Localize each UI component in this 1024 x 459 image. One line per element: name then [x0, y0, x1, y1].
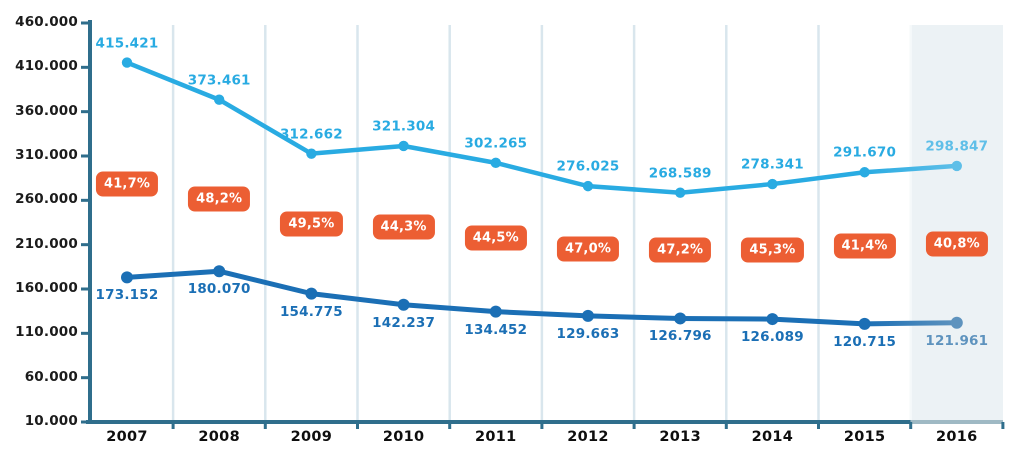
lower-series-dark-blue-line-final-faded-segment [862, 320, 960, 327]
upper-series-light-blue-marker [767, 178, 778, 190]
lower-series-dark-blue-marker [674, 312, 687, 325]
upper-series-light-blue-line [124, 60, 867, 195]
upper-series-light-blue-marker [306, 148, 317, 159]
upper-series-light-blue-marker [121, 57, 133, 68]
upper-series-light-blue-marker [951, 160, 962, 172]
lower-series-dark-blue-marker [397, 298, 410, 311]
upper-series-light-blue-line-final-faded-segment [862, 163, 960, 175]
upper-series-light-blue-marker [214, 94, 225, 105]
upper-series-light-blue-marker [859, 167, 870, 178]
lower-series-dark-blue-marker [121, 271, 133, 284]
upper-series-light-blue-marker [490, 157, 501, 169]
upper-series-light-blue-marker [398, 140, 409, 152]
lower-series-dark-blue-marker [766, 313, 779, 326]
upper-series-light-blue-marker [675, 187, 686, 198]
lower-series-dark-blue-marker [858, 317, 871, 330]
lower-series-dark-blue-marker [213, 265, 226, 278]
lower-series-dark-blue-marker [305, 287, 318, 300]
lower-series-dark-blue-marker [582, 309, 594, 322]
lower-series-dark-blue-marker [489, 305, 502, 318]
upper-series-light-blue-marker [582, 180, 594, 192]
lower-series-dark-blue-marker [950, 316, 963, 329]
highlight-2016-column [910, 25, 1003, 422]
